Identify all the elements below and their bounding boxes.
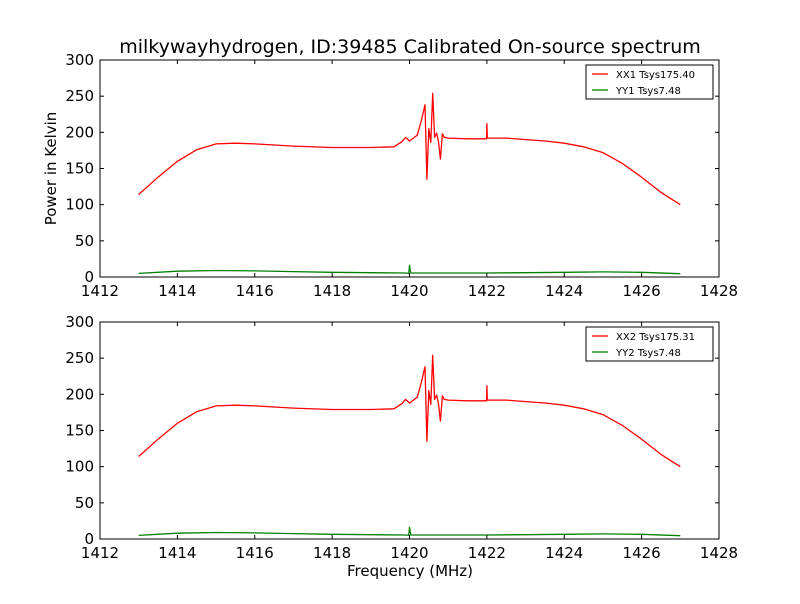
legend-label-2: YY1 Tsys7.48 (615, 86, 681, 97)
x-tick-label: 1418 (313, 544, 351, 562)
x-tick-label: 1422 (468, 544, 506, 562)
subplots: 1412 1414 1416 1418 1420 1422 1424 1426 1428 0 50 1… (42, 51, 738, 562)
y-tick-label: 300 (65, 51, 94, 69)
y-tick-label: 250 (65, 87, 94, 105)
legend-box (585, 326, 714, 362)
y-tick-label: 150 (65, 422, 94, 440)
x-tick-label: 1412 (81, 544, 119, 562)
y-tick-label: 50 (75, 494, 94, 512)
legend-label-1: XX2 Tsys175.31 (616, 332, 695, 343)
x-tick-label: 1422 (468, 282, 506, 300)
legend-label-1: XX1 Tsys175.40 (616, 70, 695, 81)
x-tick-label: 1424 (545, 282, 583, 300)
subplot-1: 1412 1414 1416 1418 1420 1422 1424 1426 1428 0 50 1… (42, 51, 738, 300)
x-tick-label: 1414 (158, 544, 196, 562)
y-tick-label: 250 (65, 349, 94, 367)
x-axis-label: Frequency (MHz) (347, 562, 473, 580)
x-tick-label: 1420 (390, 544, 428, 562)
y-tick-label: 200 (65, 385, 94, 403)
x-tick-label: 1426 (623, 282, 661, 300)
series-line-1 (138, 354, 681, 468)
x-tick-label: 1420 (390, 282, 428, 300)
legend: XX2 Tsys175.31 YY2 Tsys7.48 (585, 326, 714, 362)
y-tick-label: 300 (65, 313, 94, 331)
x-tick-label: 1418 (313, 282, 351, 300)
chart-title: milkywayhydrogen, ID:39485 Calibrated On… (119, 36, 701, 58)
y-tick-label: 150 (65, 160, 94, 178)
x-tick-label: 1414 (158, 282, 196, 300)
legend-label-2: YY2 Tsys7.48 (615, 348, 681, 359)
y-tick-label: 0 (84, 530, 94, 548)
y-axis-label: Power in Kelvin (42, 112, 60, 226)
series-line-2 (138, 264, 681, 275)
x-tick-label: 1416 (236, 282, 274, 300)
series-line-2 (138, 526, 681, 537)
y-tick-label: 50 (75, 232, 94, 250)
subplot-2: 1412 1414 1416 1418 1420 1422 1424 1426 1428 0 50 1… (65, 313, 738, 562)
y-tick-label: 100 (65, 458, 94, 476)
y-tick-label: 100 (65, 196, 94, 214)
legend-box (585, 64, 714, 100)
y-tick-label: 200 (65, 123, 94, 141)
series-line-1 (138, 92, 681, 206)
x-tick-label: 1412 (81, 282, 119, 300)
x-tick-label: 1428 (700, 282, 738, 300)
x-tick-label: 1424 (545, 544, 583, 562)
x-tick-label: 1428 (700, 544, 738, 562)
x-tick-label: 1416 (236, 544, 274, 562)
x-tick-label: 1426 (623, 544, 661, 562)
legend: XX1 Tsys175.40 YY1 Tsys7.48 (585, 64, 714, 100)
y-tick-label: 0 (84, 268, 94, 286)
